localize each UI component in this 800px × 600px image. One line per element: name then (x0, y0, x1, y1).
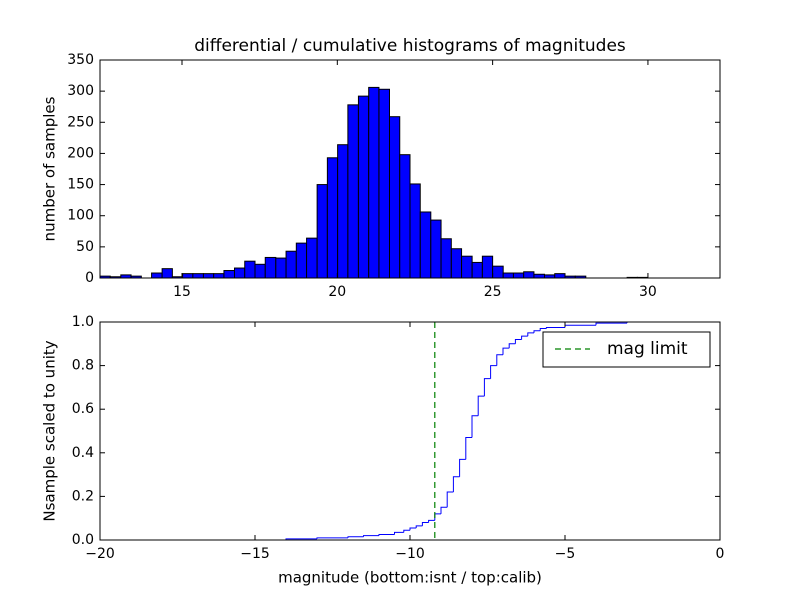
axes-frame (99, 59, 721, 279)
bar (306, 237, 318, 279)
step (477, 395, 485, 416)
y-tick-label: 300 (67, 83, 94, 99)
step (471, 415, 479, 438)
x-tick-label: 15 (173, 284, 191, 300)
step (403, 529, 410, 533)
y-tick-label: 200 (67, 145, 94, 161)
x-tick-label: −20 (85, 546, 115, 562)
step (508, 343, 516, 349)
bar (264, 256, 277, 279)
step (483, 378, 491, 397)
y-tick-label: 1.0 (72, 314, 94, 330)
y-tick-label: 250 (67, 114, 94, 130)
step (521, 335, 528, 340)
chart-title: differential / cumulative histograms of … (194, 36, 626, 56)
x-tick-label: 30 (639, 284, 657, 300)
step (421, 522, 429, 526)
bar (223, 270, 235, 279)
bar (213, 273, 225, 279)
x-tick-label: 25 (484, 284, 502, 300)
x-tick-label: 0 (716, 546, 725, 562)
bar (192, 273, 204, 279)
step (459, 458, 466, 477)
y-tick-label: 0.2 (72, 488, 94, 504)
bar (481, 255, 494, 279)
bar (388, 116, 401, 279)
step (409, 527, 417, 531)
bar (151, 272, 163, 279)
legend-label: mag limit (607, 339, 688, 359)
step (502, 347, 510, 355)
bar (450, 248, 463, 279)
bar (502, 272, 514, 279)
bar (378, 88, 390, 279)
bar (316, 184, 328, 279)
bar (523, 271, 535, 279)
y-tick-label: 350 (67, 52, 94, 68)
bar (368, 86, 380, 279)
bar (275, 257, 287, 279)
bar (440, 238, 452, 279)
bar (161, 268, 173, 279)
step (533, 330, 541, 333)
bar (409, 183, 421, 279)
step (440, 506, 448, 514)
bar (512, 272, 525, 279)
step (545, 326, 565, 329)
bar (295, 242, 308, 279)
step (378, 534, 395, 536)
bar (492, 265, 504, 279)
y-tick-label: 0.0 (72, 532, 94, 548)
bar (399, 154, 411, 279)
bar (244, 260, 256, 279)
bar (357, 95, 370, 279)
x-tick-label: 20 (328, 284, 346, 300)
bar (430, 219, 442, 279)
step (363, 535, 379, 537)
x-tick-label: −5 (555, 546, 576, 562)
y-tick-label: 50 (76, 239, 94, 255)
y-tick-label: 150 (67, 177, 94, 193)
y-axis-label: number of samples (41, 96, 59, 241)
step (496, 354, 503, 366)
x-tick-label: −10 (395, 546, 425, 562)
bar (554, 273, 566, 279)
bar (233, 267, 246, 279)
step (347, 536, 364, 538)
step (539, 328, 547, 331)
step (316, 537, 348, 539)
bar (285, 250, 297, 279)
step (394, 531, 404, 535)
bar (202, 273, 215, 279)
y-tick-label: 0.6 (72, 401, 94, 417)
y-axis-label: Nsample scaled to unity (41, 340, 59, 521)
y-tick-label: 100 (67, 208, 94, 224)
bar (471, 261, 483, 279)
step (595, 322, 627, 326)
step (527, 332, 534, 337)
x-axis-label: magnitude (bottom:isnt / top:calib) (278, 569, 542, 587)
bar (254, 263, 266, 279)
bar (347, 104, 359, 279)
bar (461, 255, 473, 279)
y-tick-label: 0.4 (72, 445, 94, 461)
bar (337, 144, 349, 279)
step (465, 437, 472, 460)
x-tick-label: −15 (240, 546, 270, 562)
step (514, 338, 522, 344)
bar (533, 273, 545, 279)
y-tick-label: 0.8 (72, 358, 94, 374)
bar (182, 273, 194, 279)
step (415, 525, 423, 529)
step (452, 476, 460, 493)
bar (326, 157, 339, 279)
step (490, 365, 497, 379)
y-tick-label: 0 (85, 270, 94, 286)
bar (419, 211, 432, 279)
step (446, 491, 454, 508)
step (428, 519, 435, 523)
